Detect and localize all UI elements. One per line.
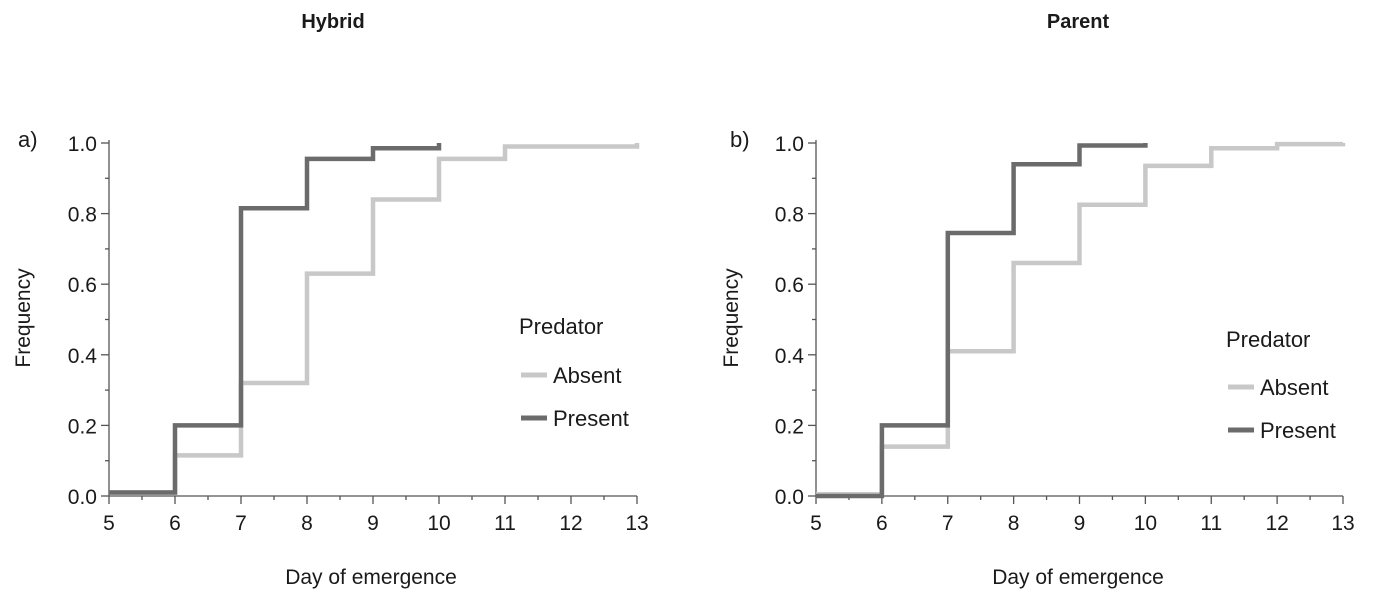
x-tick-label: 8: [301, 512, 313, 535]
legend: Predator Absent Present: [1226, 327, 1336, 443]
series-group: [816, 141, 1346, 499]
series-line-absent: [816, 141, 1346, 497]
x-tick-label: 8: [1008, 512, 1020, 535]
x-tick-label: 12: [1265, 512, 1288, 535]
legend-title: Predator: [1226, 327, 1310, 352]
y-axis-label: Frequency: [12, 268, 35, 368]
y-tick-label: 0.4: [68, 345, 98, 368]
panel-hybrid: Hybrid a) Frequency Day of emergence 5 6 7…: [12, 11, 649, 589]
x-tick-label: 6: [876, 512, 888, 535]
panel-label: b): [730, 127, 750, 152]
x-tick-label: 11: [1200, 512, 1222, 535]
x-tick-label: 7: [942, 512, 954, 535]
panel-title: Parent: [1047, 11, 1110, 33]
x-tick-label: 5: [103, 512, 115, 535]
axes: 5 6 7 8 9 10 11 12 13 0.0 0.2 0.4 0.6 0.8 1.0: [68, 133, 649, 535]
x-tick-label: 6: [169, 512, 181, 535]
y-tick-label: 0.8: [68, 204, 97, 227]
legend-label-absent: Absent: [553, 363, 622, 388]
y-tick-label: 0.4: [775, 345, 805, 368]
series-line-present: [109, 143, 442, 495]
y-axis-label: Frequency: [720, 268, 743, 368]
x-tick-label: 13: [1331, 512, 1354, 535]
y-tick-label: 0.2: [775, 415, 804, 438]
series-group: [109, 143, 640, 495]
x-tick-label: 9: [1074, 512, 1086, 535]
y-tick-label: 1.0: [68, 133, 97, 156]
x-tick-label: 5: [810, 512, 822, 535]
axes: 5 6 7 8 9 10 11 12 13 0.0 0.2 0.4 0.6 0.8 1.0: [775, 133, 1355, 535]
y-tick-label: 0.2: [68, 415, 97, 438]
series-line-present: [816, 143, 1148, 499]
x-tick-label: 12: [559, 512, 582, 535]
legend-title: Predator: [519, 314, 603, 339]
y-tick-label: 1.0: [775, 133, 804, 156]
x-tick-label: 10: [427, 512, 450, 535]
panel-title: Hybrid: [301, 11, 364, 33]
x-tick-label: 9: [367, 512, 379, 535]
legend-label-present: Present: [1260, 418, 1336, 443]
legend-label-absent: Absent: [1260, 375, 1329, 400]
series-line-absent: [109, 143, 640, 495]
x-tick-label: 7: [235, 512, 247, 535]
y-tick-label: 0.0: [68, 486, 97, 509]
y-tick-label: 0.6: [68, 274, 97, 297]
panel-label: a): [18, 127, 38, 152]
x-tick-label: 11: [494, 512, 516, 535]
y-tick-label: 0.6: [775, 274, 804, 297]
y-tick-label: 0.0: [775, 486, 804, 509]
x-axis-label: Day of emergence: [992, 566, 1164, 589]
y-tick-label: 0.8: [775, 204, 804, 227]
x-axis-label: Day of emergence: [285, 566, 457, 589]
legend: Predator Absent Present: [519, 314, 629, 431]
panel-parent: Parent b) Frequency Day of emergence 5 6 7…: [720, 11, 1355, 589]
x-tick-label: 13: [625, 512, 648, 535]
legend-label-present: Present: [553, 406, 629, 431]
x-tick-label: 10: [1134, 512, 1157, 535]
